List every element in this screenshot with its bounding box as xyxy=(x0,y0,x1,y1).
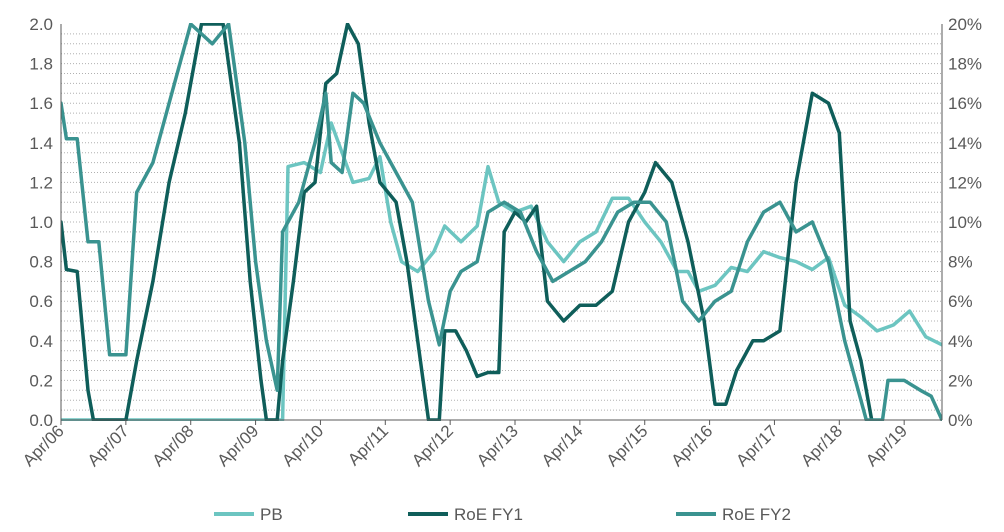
legend: PB RoE FY1 RoE FY2 xyxy=(214,505,791,524)
x-tick-label: Apr/15 xyxy=(603,421,652,470)
x-tick-label: Apr/17 xyxy=(732,421,781,470)
y2-tick-label: 18% xyxy=(948,55,982,74)
legend-label-roe-fy2: RoE FY2 xyxy=(722,505,791,524)
x-tick-label: Apr/12 xyxy=(408,421,457,470)
y-tick-label: 0.0 xyxy=(29,411,53,430)
y2-tick-label: 10% xyxy=(948,213,982,232)
x-tick-label: Apr/10 xyxy=(278,421,327,470)
x-tick-label: Apr/09 xyxy=(214,421,263,470)
y2-tick-label: 16% xyxy=(948,94,982,113)
legend-label-pb: PB xyxy=(260,505,283,524)
x-tick-label: Apr/14 xyxy=(538,421,587,470)
x-tick-label: Apr/18 xyxy=(797,421,846,470)
y2-tick-label: 2% xyxy=(948,371,973,390)
series-line-roe-fy2 xyxy=(61,23,942,421)
y-tick-label: 0.6 xyxy=(29,292,53,311)
y-tick-label: 0.8 xyxy=(29,253,53,272)
y-tick-label: 0.4 xyxy=(29,332,53,351)
x-tick-label: Apr/19 xyxy=(862,421,911,470)
y2-tick-label: 14% xyxy=(948,134,982,153)
x-tick-label: Apr/07 xyxy=(84,421,133,470)
y-tick-label: 1.0 xyxy=(29,213,53,232)
x-tick-label: Apr/16 xyxy=(668,421,717,470)
y-tick-label: 1.2 xyxy=(29,173,53,192)
y2-tick-label: 12% xyxy=(948,173,982,192)
x-tick-label: Apr/13 xyxy=(473,421,522,470)
y2-tick-label: 20% xyxy=(948,15,982,34)
x-tick-label: Apr/11 xyxy=(344,421,392,469)
y-tick-label: 1.6 xyxy=(29,94,53,113)
y-tick-label: 0.2 xyxy=(29,371,53,390)
y2-tick-label: 6% xyxy=(948,292,973,311)
y2-tick-label: 4% xyxy=(948,332,973,351)
x-tick-label: Apr/08 xyxy=(149,421,198,470)
legend-label-roe-fy1: RoE FY1 xyxy=(454,505,523,524)
plot-area xyxy=(61,23,942,421)
series-line-pb xyxy=(61,121,942,421)
y-tick-label: 1.4 xyxy=(29,134,53,153)
y-tick-label: 2.0 xyxy=(29,15,53,34)
y-tick-label: 1.8 xyxy=(29,55,53,74)
y2-tick-label: 0% xyxy=(948,411,973,430)
y2-tick-label: 8% xyxy=(948,253,973,272)
series-line-roe-fy1 xyxy=(61,23,874,421)
